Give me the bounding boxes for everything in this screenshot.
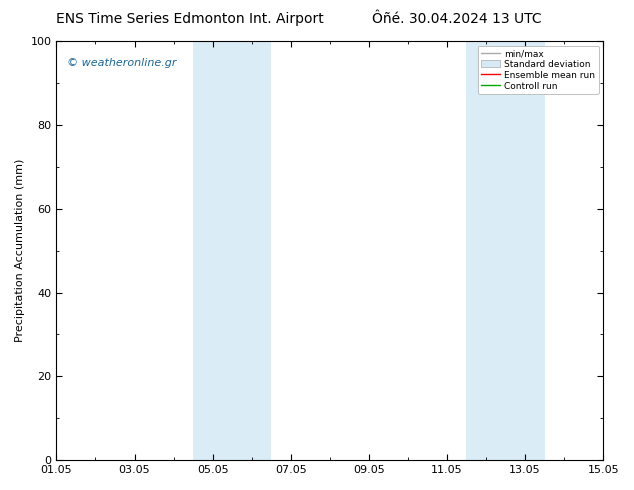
Legend: min/max, Standard deviation, Ensemble mean run, Controll run: min/max, Standard deviation, Ensemble me… bbox=[478, 46, 598, 94]
Text: ENS Time Series Edmonton Int. Airport: ENS Time Series Edmonton Int. Airport bbox=[56, 12, 324, 26]
Text: © weatheronline.gr: © weatheronline.gr bbox=[67, 58, 177, 68]
Y-axis label: Precipitation Accumulation (mm): Precipitation Accumulation (mm) bbox=[15, 159, 25, 343]
Bar bbox=[193, 41, 271, 460]
Text: Ôñé. 30.04.2024 13 UTC: Ôñé. 30.04.2024 13 UTC bbox=[372, 12, 541, 26]
Bar bbox=[467, 41, 545, 460]
